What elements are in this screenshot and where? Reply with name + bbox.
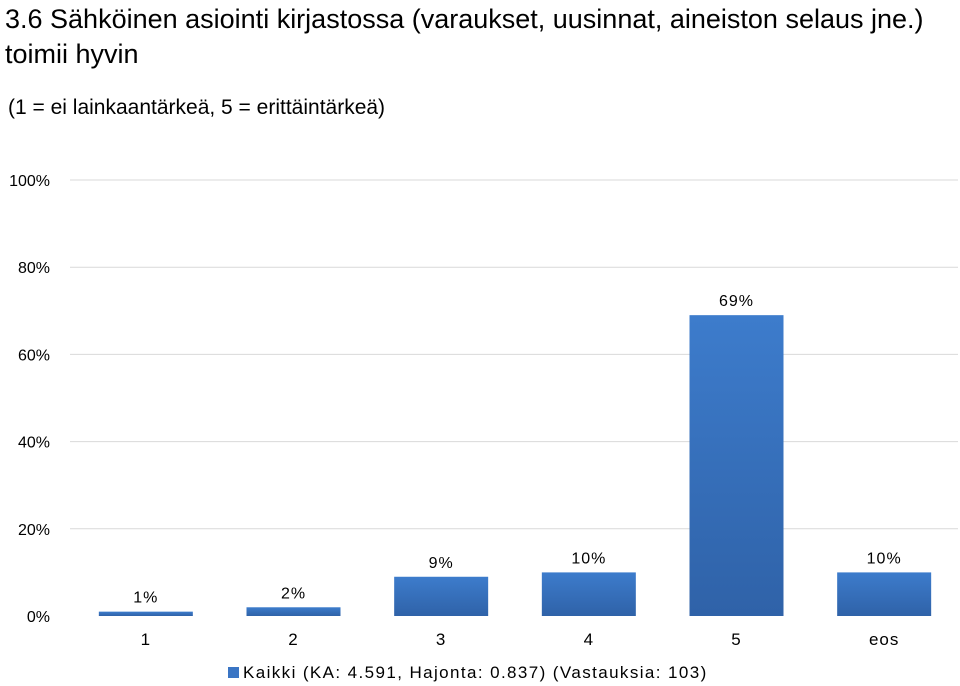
x-category-label: 5 bbox=[731, 630, 741, 649]
bar bbox=[837, 572, 932, 616]
chart-title: 3.6 Sähköinen asiointi kirjastossa (vara… bbox=[5, 4, 924, 69]
x-category-label: 4 bbox=[584, 630, 594, 649]
bar bbox=[246, 607, 341, 616]
x-category-label: 1 bbox=[141, 630, 151, 649]
chart-subtitle: (1 = ei lainkaantärkeä, 5 = erittäintärk… bbox=[8, 96, 386, 119]
data-label: 69% bbox=[719, 293, 754, 310]
y-tick-label: 100% bbox=[9, 173, 50, 190]
legend-label: Kaikki (KA: 4.591, Hajonta: 0.837) (Vast… bbox=[243, 663, 708, 682]
data-label: 9% bbox=[429, 555, 454, 572]
y-tick-label: 80% bbox=[18, 260, 50, 277]
y-axis-ticks: 0% 20% 40% 60% 80% 100% bbox=[9, 173, 50, 626]
bar bbox=[541, 572, 636, 616]
y-tick-label: 60% bbox=[18, 347, 50, 364]
bar bbox=[98, 611, 193, 616]
y-tick-label: 0% bbox=[27, 609, 50, 626]
gridlines bbox=[70, 179, 958, 530]
bar bbox=[394, 576, 489, 616]
data-label: 1% bbox=[133, 590, 158, 607]
data-labels: 1% 2% 9% 10% 69% 10% bbox=[133, 293, 902, 607]
x-axis-categories: 1 2 3 4 5 eos bbox=[141, 630, 899, 649]
data-label: 10% bbox=[867, 550, 902, 567]
legend-swatch bbox=[228, 667, 239, 678]
x-category-label: 2 bbox=[288, 630, 298, 649]
data-label: 10% bbox=[571, 550, 606, 567]
y-tick-label: 40% bbox=[18, 435, 50, 452]
y-tick-label: 20% bbox=[18, 522, 50, 539]
bar bbox=[689, 315, 784, 616]
bars bbox=[98, 315, 932, 616]
legend: Kaikki (KA: 4.591, Hajonta: 0.837) (Vast… bbox=[228, 662, 708, 684]
data-label: 2% bbox=[281, 585, 306, 602]
x-category-label: eos bbox=[869, 630, 899, 649]
x-category-label: 3 bbox=[436, 630, 446, 649]
